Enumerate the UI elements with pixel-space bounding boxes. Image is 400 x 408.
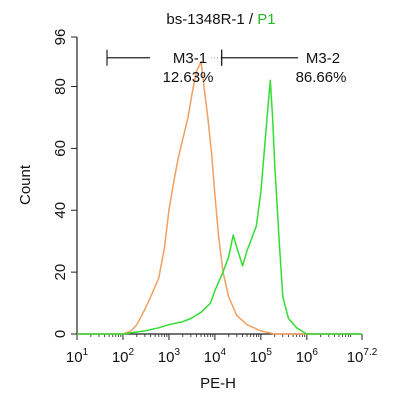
y-tick-label: 20 <box>52 264 69 281</box>
x-tick-label: 106 <box>296 347 319 366</box>
histogram-series-2 <box>77 79 362 335</box>
gate-m3-2-name: M3-2 <box>306 50 340 67</box>
x-tick-label: 107.2 <box>347 347 378 366</box>
gate-m3-1-percent: 12.63% <box>163 69 214 86</box>
y-axis-title: Count <box>17 164 34 205</box>
gate-m3-2-percent: 86.66% <box>296 69 347 86</box>
histogram-series-1 <box>77 61 362 335</box>
x-tick-label: 102 <box>112 347 135 366</box>
y-tick-label: 40 <box>52 202 69 219</box>
x-tick-label: 101 <box>66 347 89 366</box>
title-part-separator: / <box>245 11 258 28</box>
x-tick-label: 104 <box>204 347 227 366</box>
chart-title: bs-1348R-1 / P1 <box>166 11 275 28</box>
title-part-sample: bs-1348R-1 <box>166 11 244 28</box>
y-tick-label: 60 <box>52 140 69 157</box>
y-tick-label: 96 <box>52 29 69 46</box>
x-tick-label: 103 <box>158 347 181 366</box>
x-axis-title: PE-H <box>200 375 236 392</box>
gate-m3-1-name: M3-1 <box>173 50 207 67</box>
x-tick-label: 105 <box>250 347 273 366</box>
title-part-gate: P1 <box>257 11 275 28</box>
plot-area: 0 20 40 60 80 96 101 102 103 104 105 106 107.2 M3-1 12… <box>52 29 378 366</box>
y-tick-label: 0 <box>52 330 69 338</box>
y-tick-label: 80 <box>52 78 69 95</box>
